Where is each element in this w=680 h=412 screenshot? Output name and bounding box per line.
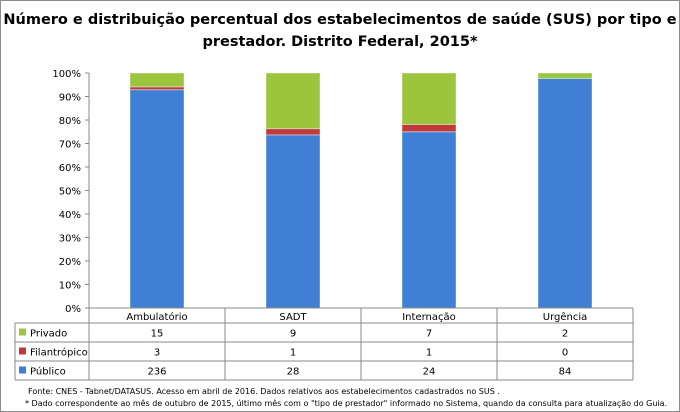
bar-privado bbox=[265, 72, 321, 130]
table-value: 1 bbox=[426, 348, 432, 359]
table-value: 24 bbox=[423, 367, 436, 378]
footer-note: * Dado correspondente ao mês de outubro … bbox=[25, 399, 668, 408]
category-label: SADT bbox=[279, 312, 307, 323]
table-value: 236 bbox=[147, 367, 166, 378]
legend-label: Filantrópico bbox=[30, 347, 88, 359]
table-value: 28 bbox=[287, 367, 300, 378]
legend-label: Público bbox=[30, 366, 66, 378]
category-label: Ambulatório bbox=[126, 311, 187, 323]
y-tick-label: 10% bbox=[59, 281, 81, 292]
table-value: 3 bbox=[154, 348, 160, 359]
bar-filantrópico bbox=[401, 123, 457, 133]
bar-público bbox=[265, 134, 321, 309]
y-tick-label: 60% bbox=[59, 163, 81, 174]
y-tick-label: 30% bbox=[59, 234, 81, 245]
table-value: 0 bbox=[562, 348, 568, 359]
bar-privado bbox=[537, 72, 593, 79]
y-tick-label: 50% bbox=[59, 187, 81, 198]
category-label: Urgência bbox=[543, 311, 588, 323]
y-tick-label: 40% bbox=[59, 210, 81, 221]
y-tick-label: 0% bbox=[65, 304, 81, 315]
bar-privado bbox=[401, 72, 457, 125]
chart-title-line2: prestador. Distrito Federal, 2015* bbox=[202, 34, 478, 50]
footer-source: Fonte: CNES - Tabnet/DATASUS. Acesso em … bbox=[28, 387, 500, 396]
bar-privado bbox=[129, 72, 185, 88]
table-value: 7 bbox=[426, 329, 432, 340]
table-value: 2 bbox=[562, 329, 568, 340]
category-label: Internação bbox=[402, 312, 456, 323]
bar-público bbox=[129, 89, 185, 309]
table-value: 9 bbox=[290, 329, 296, 340]
y-tick-label: 100% bbox=[52, 69, 81, 80]
y-tick-label: 90% bbox=[59, 93, 81, 104]
bar-filantrópico bbox=[265, 128, 321, 136]
y-tick-label: 70% bbox=[59, 140, 81, 151]
legend-label: Privado bbox=[30, 329, 67, 340]
y-tick-label: 80% bbox=[59, 116, 81, 127]
table-value: 84 bbox=[559, 367, 572, 378]
legend-key-público bbox=[19, 366, 26, 374]
table-value: 1 bbox=[290, 348, 296, 359]
table-value: 15 bbox=[151, 329, 164, 340]
legend-key-filantrópico bbox=[19, 347, 26, 355]
legend-key-privado bbox=[19, 328, 26, 336]
y-tick-label: 20% bbox=[59, 257, 81, 268]
bar-público bbox=[401, 131, 457, 309]
chart-title-line1: Número e distribuição percentual dos est… bbox=[3, 12, 677, 28]
bar-público bbox=[537, 77, 593, 309]
